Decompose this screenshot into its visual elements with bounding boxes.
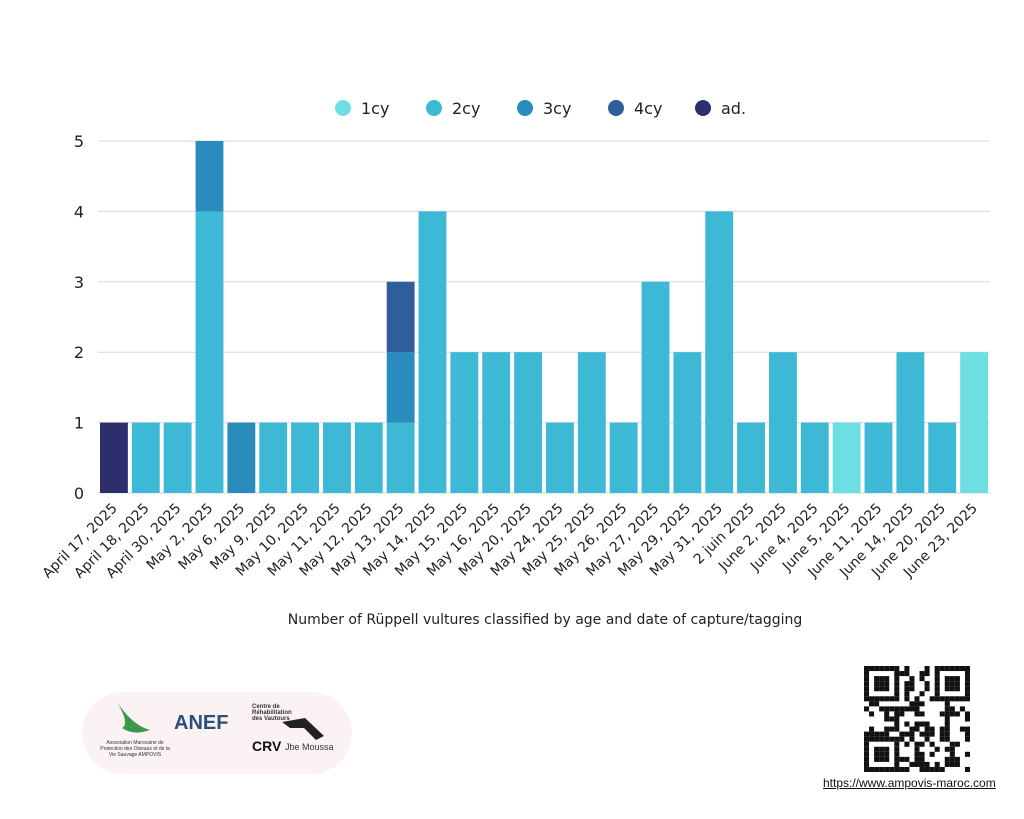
crv-centre-text: Centre de Réhabilitation des Vautours — [252, 704, 292, 722]
partner-logos: Association Marocaine de Protection des … — [82, 692, 352, 774]
bar-segment-2cy — [386, 422, 415, 493]
bar-segment-2cy — [705, 211, 734, 493]
legend-marker — [608, 100, 624, 116]
jbe-moussa-text: Jbe Moussa — [285, 742, 334, 752]
bar-segment-2cy — [609, 422, 638, 493]
bar-segment-2cy — [864, 422, 893, 493]
bar-segment-2cy — [928, 422, 957, 493]
bar-segment-1cy — [832, 422, 861, 493]
bar-segment-2cy — [450, 352, 479, 493]
bar-segment-2cy — [546, 422, 574, 493]
bar-segment-2cy — [577, 352, 606, 493]
legend-marker — [335, 100, 351, 116]
bar-segment-2cy — [737, 422, 765, 493]
vulture-icon — [282, 718, 324, 740]
legend-marker — [695, 100, 711, 116]
anef-logo: ANEF — [174, 712, 229, 734]
legend-marker — [426, 100, 442, 116]
y-tick-label: 0 — [74, 484, 84, 503]
bar-segment-2cy — [769, 352, 797, 493]
bar-segment-2cy — [259, 422, 288, 493]
bar-segment-2cy — [195, 211, 224, 493]
y-tick-label: 5 — [74, 132, 84, 151]
legend-label: 1cy — [361, 99, 389, 118]
y-tick-label: 3 — [74, 273, 84, 292]
bar-segment-2cy — [323, 422, 351, 493]
bar-segment-3cy — [386, 352, 415, 423]
bar-segment-3cy — [195, 141, 224, 212]
bar-segment-4cy — [386, 281, 415, 353]
legend-marker — [517, 100, 533, 116]
website-link[interactable]: https://www.ampovis-maroc.com — [823, 776, 996, 790]
bar-segment-2cy — [291, 422, 319, 493]
y-tick-label: 1 — [74, 414, 84, 433]
bar-segment-2cy — [641, 281, 670, 493]
legend-label: 3cy — [543, 99, 571, 118]
bar-segment-1cy — [960, 352, 988, 493]
y-tick-label: 4 — [74, 202, 84, 221]
bar-segment-2cy — [418, 211, 447, 493]
legend-label: ad. — [721, 99, 746, 118]
bar-segment-2cy — [896, 352, 925, 493]
bar-segment-2cy — [482, 352, 511, 493]
bar-segment-2cy — [354, 422, 383, 493]
crv-logo: CRV — [252, 738, 282, 754]
bar-segment-3cy — [227, 422, 256, 493]
legend-label: 4cy — [634, 99, 662, 118]
y-tick-label: 2 — [74, 343, 84, 362]
x-axis-label: Number of Rüppell vultures classified by… — [287, 612, 803, 628]
bar-segment-2cy — [673, 352, 702, 493]
bar-segment-ad — [100, 422, 128, 493]
bar-segment-2cy — [800, 422, 829, 493]
qr-code[interactable] — [864, 666, 970, 772]
bar-segment-2cy — [163, 422, 192, 493]
bar-segment-2cy — [514, 352, 542, 493]
ampovis-logo-text: Association Marocaine de Protection des … — [100, 740, 170, 758]
ampovis-bird-logo — [117, 702, 150, 733]
legend-label: 2cy — [452, 99, 480, 118]
bar-segment-2cy — [131, 422, 160, 493]
